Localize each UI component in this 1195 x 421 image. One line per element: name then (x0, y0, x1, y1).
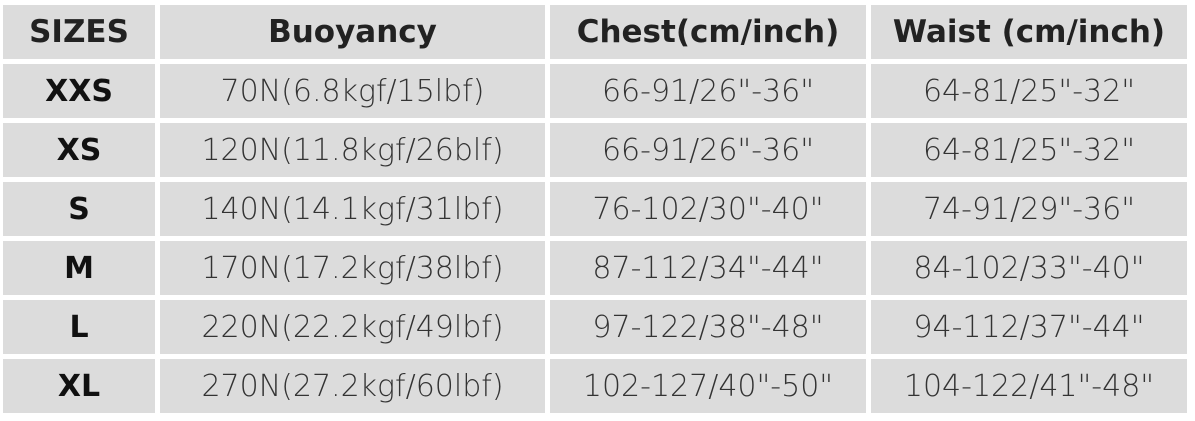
table-cell: 104-122/41"-48" (871, 359, 1187, 413)
table-cell: 270N(27.2kgf/60lbf) (160, 359, 545, 413)
table-row: XXS 70N(6.8kgf/15lbf) 66-91/26"-36" 64-81/2… (3, 64, 1187, 118)
table-cell: 170N(17.2kgf/38lbf) (160, 241, 545, 295)
table-cell: 64-81/25"-32" (871, 64, 1187, 118)
table-cell: 66-91/26"-36" (550, 123, 866, 177)
header-cell: SIZES (3, 5, 155, 59)
table-cell: 84-102/33"-40" (871, 241, 1187, 295)
header-cell: Chest(cm/inch) (550, 5, 866, 59)
table-row: L 220N(22.2kgf/49lbf) 97-122/38"-48" 94-112… (3, 300, 1187, 354)
table-cell: 120N(11.8kgf/26blf) (160, 123, 545, 177)
table-row: XS 120N(11.8kgf/26blf) 66-91/26"-36" 64-81/… (3, 123, 1187, 177)
table-cell: 140N(14.1kgf/31lbf) (160, 182, 545, 236)
size-cell: M (3, 241, 155, 295)
size-cell: XXS (3, 64, 155, 118)
header-cell: Buoyancy (160, 5, 545, 59)
size-cell: XL (3, 359, 155, 413)
table-cell: 102-127/40"-50" (550, 359, 866, 413)
table-cell: 76-102/30"-40" (550, 182, 866, 236)
table-cell: 66-91/26"-36" (550, 64, 866, 118)
table-cell: 70N(6.8kgf/15lbf) (160, 64, 545, 118)
table-cell: 87-112/34"-44" (550, 241, 866, 295)
size-cell: S (3, 182, 155, 236)
size-cell: XS (3, 123, 155, 177)
header-cell: Waist (cm/inch) (871, 5, 1187, 59)
table-row: S 140N(14.1kgf/31lbf) 76-102/30"-40" 74-91/… (3, 182, 1187, 236)
table-body: XXS 70N(6.8kgf/15lbf) 66-91/26"-36" 64-81/2… (3, 64, 1187, 413)
table-cell: 97-122/38"-48" (550, 300, 866, 354)
table-row: XL 270N(27.2kgf/60lbf) 102-127/40"-50" 104-… (3, 359, 1187, 413)
header-row: SIZES Buoyancy Chest(cm/inch) Waist (cm/inc… (3, 5, 1187, 59)
table-cell: 94-112/37"-44" (871, 300, 1187, 354)
size-cell: L (3, 300, 155, 354)
table-row: M 170N(17.2kgf/38lbf) 87-112/34"-44" 84-102… (3, 241, 1187, 295)
table-cell: 74-91/29"-36" (871, 182, 1187, 236)
table-cell: 220N(22.2kgf/49lbf) (160, 300, 545, 354)
table-cell: 64-81/25"-32" (871, 123, 1187, 177)
